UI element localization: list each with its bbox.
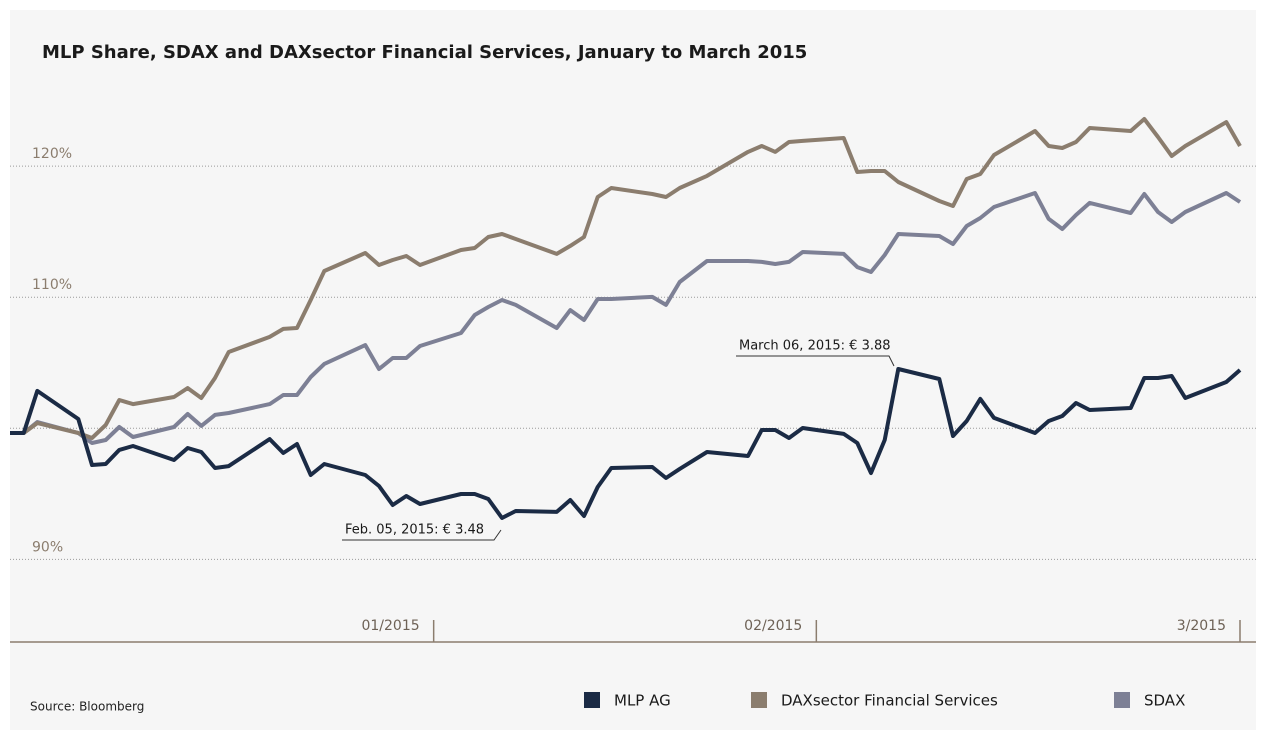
y-tick-label: 110%	[32, 277, 72, 293]
legend-swatch	[584, 692, 600, 708]
annotation-leader	[736, 355, 895, 367]
legend-label: DAXsector Financial Services	[781, 692, 998, 710]
legend-label: MLP AG	[614, 692, 671, 710]
source-note: Source: Bloomberg	[30, 700, 144, 714]
series-line	[10, 367, 1242, 520]
legend-swatch	[751, 692, 767, 708]
chart-background	[10, 10, 1256, 730]
annotation: Feb. 05, 2015: € 3.48	[345, 523, 484, 538]
x-tick-label: 3/2015	[1177, 618, 1226, 634]
annotation: March 06, 2015: € 3.88	[739, 339, 891, 354]
legend-label: SDAX	[1144, 692, 1185, 710]
series-line	[10, 117, 1242, 440]
legend-swatch	[1114, 692, 1130, 708]
x-tick-label: 01/2015	[361, 618, 419, 634]
annotation-leader	[342, 529, 502, 541]
chart-title: MLP Share, SDAX and DAXsector Financial …	[42, 42, 807, 63]
y-tick-label: 90%	[32, 539, 63, 555]
y-tick-label: 120%	[32, 146, 72, 162]
x-tick-label: 02/2015	[744, 618, 802, 634]
series-line	[10, 191, 1242, 445]
